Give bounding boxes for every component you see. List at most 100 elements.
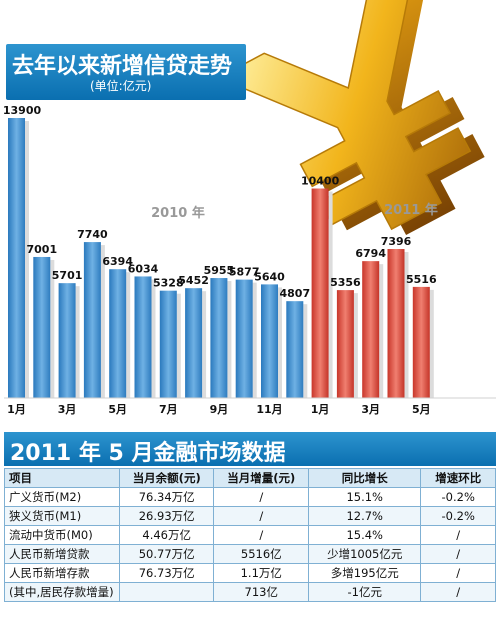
bar-2010-12月	[286, 301, 304, 398]
bar-2010-9月	[210, 278, 228, 398]
bar-2011-5月	[412, 286, 430, 398]
table-cell: (其中,居民存款增量)	[4, 582, 120, 602]
bar-shadow	[252, 282, 257, 398]
bar-2010-1月	[8, 118, 25, 398]
table-cell: /	[213, 506, 310, 526]
data-label: 6034	[128, 262, 159, 275]
table-cell: /	[420, 544, 496, 564]
bar-shadow	[278, 287, 282, 398]
table-cell: 1.1万亿	[213, 563, 310, 583]
table-row: (其中,居民存款增量) 713亿 -1亿元 /	[4, 582, 496, 602]
data-label: 5955	[204, 264, 235, 277]
table-cell: 5516亿	[213, 544, 310, 564]
table-cell: 广义货币(M2)	[4, 487, 120, 507]
x-tick-labels: 1月 3月 5月 7月 9月 11月 1月 3月 5月	[7, 403, 430, 416]
x-tick-label: 11月	[256, 403, 282, 416]
data-label: 5356	[330, 276, 361, 289]
table-row: 狭义货币(M1) 26.93万亿/12.7% -0.2%	[4, 506, 496, 526]
bar-shadow	[429, 289, 434, 398]
data-label: 5877	[229, 266, 260, 279]
data-label: 5701	[52, 269, 83, 282]
table-cell: 少增1005亿元	[308, 544, 422, 564]
x-tick-label: 3月	[361, 403, 380, 416]
bar-2010-2月	[33, 256, 51, 398]
table-cell: 713亿	[213, 582, 310, 602]
data-label: 5516	[406, 273, 437, 286]
bar-shadow	[303, 304, 308, 398]
table-cell: /	[213, 487, 310, 507]
bar-shadow	[100, 245, 105, 398]
x-tick-label: 5月	[412, 403, 431, 416]
table-cell: /	[420, 563, 496, 583]
bar-shadow	[353, 293, 358, 398]
bar-shadow	[227, 281, 232, 398]
table-cell: 76.73万亿	[118, 563, 215, 583]
series-label: 2011 年	[384, 202, 438, 218]
bar-2011-3月	[362, 261, 380, 398]
bar-2010-4月	[83, 242, 101, 398]
table-cell: 人民币新增贷款	[4, 544, 120, 564]
table-cell: 15.4%	[308, 525, 422, 545]
table-cell: 12.7%	[308, 506, 422, 526]
market-data-table: 项目 当月余额(元) 当月增量(元) 同比增长 增速环比 广义货币(M2) 76.…	[4, 468, 496, 602]
data-label: 5328	[153, 277, 184, 290]
x-tick-label: 9月	[210, 403, 229, 416]
header-increment: 当月增量(元)	[213, 468, 310, 488]
credit-chart: 13900 7001 5701 7740 6394 6034 5328 5452 5955 587…	[3, 0, 496, 416]
table-cell: /	[420, 582, 496, 602]
table-cell: 狭义货币(M1)	[4, 506, 120, 526]
x-tick-label: 1月	[311, 403, 330, 416]
table-cell: 50.77万亿	[118, 544, 215, 564]
table-row: 流动中货币(M0) 4.46万亿/15.4% /	[4, 525, 496, 545]
table-header-row: 项目 当月余额(元) 当月增量(元) 同比增长 增速环比	[4, 468, 496, 488]
bar-shadow	[176, 293, 181, 398]
data-label: 5452	[178, 274, 209, 287]
data-label: 6794	[355, 247, 386, 260]
table-cell: 4.46万亿	[118, 525, 215, 545]
bar-2010-8月	[185, 288, 203, 398]
table-cell: -0.2%	[420, 506, 496, 526]
bar-shadow	[25, 121, 29, 398]
x-tick-label: 5月	[108, 403, 127, 416]
table-cell: 76.34万亿	[118, 487, 215, 507]
bar-2010-6月	[134, 276, 152, 398]
data-label: 13900	[3, 104, 42, 117]
table-cell: 多增195亿元	[308, 563, 422, 583]
data-label: 5640	[254, 270, 285, 283]
table-cell: 26.93万亿	[118, 506, 215, 526]
bar-shadow	[202, 291, 207, 398]
bar-2011-4月	[387, 249, 405, 398]
table-cell: 人民币新增存款	[4, 563, 120, 583]
table-row: 人民币新增存款 76.73万亿 1.1万亿 多增195亿元 /	[4, 563, 496, 583]
bar-2010-11月	[261, 284, 278, 398]
bar-2010-5月	[109, 269, 127, 398]
table-cell: 流动中货币(M0)	[4, 525, 120, 545]
bar-shadow	[328, 191, 333, 398]
header-balance: 当月余额(元)	[118, 468, 215, 488]
gold-yuan-sign-icon	[216, 0, 485, 235]
x-tick-label: 3月	[58, 403, 77, 416]
bar-2011-2月	[336, 290, 354, 398]
table-cell: /	[420, 525, 496, 545]
data-label: 7396	[381, 235, 412, 248]
table-row: 人民币新增贷款 50.77万亿 5516亿 少增1005亿元 /	[4, 544, 496, 564]
table-body: 广义货币(M2) 76.34万亿/15.1% -0.2% 狭义货币(M1) 26.93万…	[4, 487, 496, 602]
table-cell: 15.1%	[308, 487, 422, 507]
chart-title-banner: 去年以来新增信贷走势 (单位:亿元)	[6, 44, 246, 100]
x-tick-label: 7月	[159, 403, 178, 416]
x-tick-label: 1月	[7, 403, 26, 416]
table-cell	[118, 582, 215, 602]
data-label: 7001	[26, 243, 57, 256]
bar-shadow	[50, 259, 55, 398]
header-yoy: 同比增长	[308, 468, 422, 488]
chart-unit: (单位:亿元)	[90, 79, 152, 93]
data-label: 6394	[102, 255, 133, 268]
table-cell: /	[213, 525, 310, 545]
bar-shadow	[75, 286, 80, 398]
table-cell: -1亿元	[308, 582, 422, 602]
chart-title: 去年以来新增信贷走势	[12, 54, 233, 79]
table-title: 2011 年 5 月金融市场数据	[10, 441, 286, 466]
header-mom: 增速环比	[420, 468, 496, 488]
bar-2010-3月	[58, 283, 76, 398]
